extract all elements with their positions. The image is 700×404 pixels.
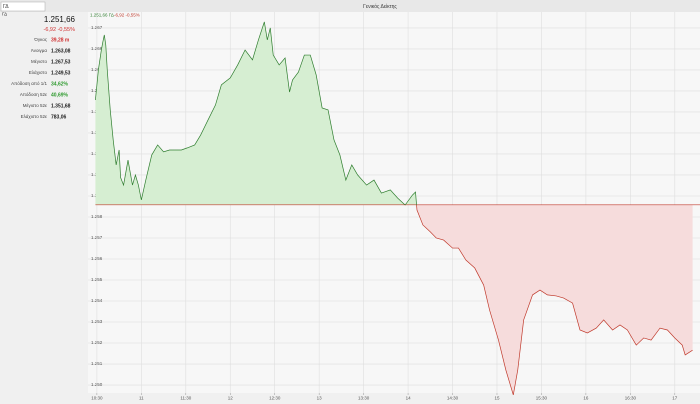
x-tick-label: 16 <box>583 396 589 401</box>
x-tick-label: 14:30 <box>447 396 459 401</box>
stat-label: Ελάχιστο <box>29 69 48 75</box>
stat-label: Απόδοση από 1/1 <box>11 80 47 86</box>
stat-label: Ελάχιστο 52ε <box>21 113 47 119</box>
search-text[interactable]: ΓΔ <box>3 4 9 10</box>
x-tick-label: 13 <box>317 396 323 401</box>
stat-label: Μέγιστο 52ε <box>23 102 47 108</box>
price: 1.251,66 <box>44 15 76 24</box>
area <box>95 21 693 395</box>
x-tick-label: 12:30 <box>269 396 281 401</box>
x-tick-label: 15:30 <box>536 396 548 401</box>
x-tick-label: 15 <box>494 396 500 401</box>
change: -6,92 -0,55% <box>44 27 76 33</box>
stat-label: Άνοιγμα <box>31 48 48 53</box>
x-tick-label: 10:30 <box>91 396 103 401</box>
stat-value: 40,69% <box>51 92 69 98</box>
stat-value: 1.249,53 <box>51 70 71 76</box>
top-bar <box>0 0 700 12</box>
stat-value: 1.351,68 <box>51 103 71 109</box>
x-tick-label: 12 <box>228 396 234 401</box>
x-tick-label: 13:30 <box>358 396 370 401</box>
page-title: Γενικός Δείκτης <box>363 3 397 10</box>
x-tick-label: 14 <box>406 396 412 401</box>
stat-label: Όγκος <box>33 37 47 42</box>
stat-value: 1.267,53 <box>51 59 71 65</box>
stat-value: 34,62% <box>51 81 69 87</box>
price-line <box>95 21 693 395</box>
stat-value: 783,06 <box>51 114 67 120</box>
stat-label: Μέγιστο <box>31 58 47 64</box>
x-tick-label: 11 <box>139 396 144 401</box>
x-tick-label: 11:30 <box>180 396 191 401</box>
chart-header-price: 1.251,66 ΓΔ <box>90 13 114 18</box>
x-tick-label: 16:30 <box>625 396 637 401</box>
stat-label: Απόδοση 52ε <box>20 91 47 97</box>
stat-value: 39,28 m <box>51 37 70 43</box>
x-tick-label: 17 <box>672 396 678 401</box>
search-box[interactable] <box>0 1 46 12</box>
symbol: ΓΔ <box>2 12 7 17</box>
stat-value: 1.263,08 <box>51 48 71 54</box>
plot: 1.2501.2511.2521.2531.2541.2551.2561.257… <box>88 12 700 401</box>
chart-header-change: -6,92 -0,55% <box>114 13 140 18</box>
